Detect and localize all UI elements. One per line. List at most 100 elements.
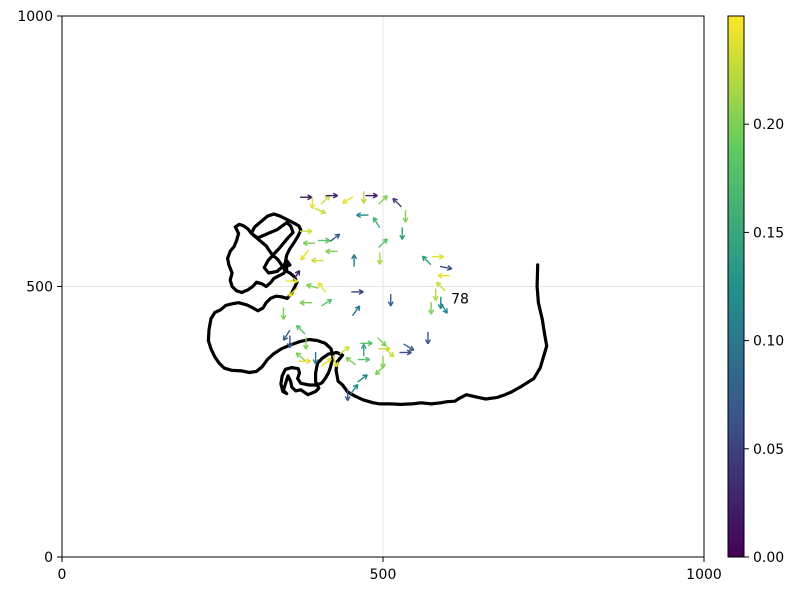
arrow-head [422, 255, 428, 259]
arrow-shaft [378, 195, 388, 205]
arrow-head [305, 358, 312, 362]
quiver-arrow [312, 351, 319, 365]
arrow-shaft [403, 343, 415, 351]
arrow-shaft [314, 207, 326, 214]
quiver-arrow [321, 298, 333, 307]
arrow-shaft [321, 298, 332, 307]
arrow-head [367, 340, 373, 344]
arrow-head [306, 283, 312, 286]
arrow-head [392, 198, 395, 204]
quiver-arrow [344, 388, 351, 402]
quiver-arrow [325, 248, 338, 255]
arrow-head [332, 362, 338, 368]
arrow-head [382, 238, 388, 242]
quiver-arrow [317, 282, 327, 293]
x-tick-label: 500 [370, 567, 397, 583]
quiver-arrow [376, 252, 383, 265]
arrow-head [406, 351, 412, 356]
quiver-arrow [325, 192, 338, 199]
arrow-head [385, 345, 391, 350]
arrow-shaft [306, 284, 319, 289]
arrow-shaft [317, 282, 327, 293]
quiver-arrow [365, 192, 378, 199]
quiver-arrow [378, 238, 388, 248]
arrow-shaft [342, 196, 354, 204]
arrow-head [401, 234, 406, 240]
arrow-head [326, 357, 332, 361]
arrow-head [299, 302, 305, 306]
arrow-head [380, 343, 387, 347]
arrow-shaft [295, 352, 306, 362]
arrow-head [295, 352, 299, 358]
quiver-arrow [306, 283, 319, 289]
arrow-head [300, 257, 306, 261]
arrow-head [392, 197, 398, 201]
quiver-arrow [376, 336, 387, 347]
arrow-head [356, 214, 362, 219]
quiver-arrow [403, 343, 415, 351]
arrow-head [327, 195, 331, 201]
arrow-head [382, 195, 388, 198]
arrow-head [391, 351, 395, 357]
arrow-head [438, 256, 444, 260]
arrow-head [286, 342, 291, 349]
arrow-head [374, 369, 378, 375]
quiver-arrow [280, 307, 287, 320]
arrow-head [376, 259, 381, 265]
arrow-head [410, 345, 415, 351]
arrow-head [351, 254, 355, 260]
quiver-arrow [437, 272, 450, 279]
quiver-arrow [317, 237, 331, 244]
quiver-arrow [392, 197, 402, 208]
arrow-head [332, 192, 338, 197]
arrow-shaft [376, 336, 387, 347]
arrow-head [446, 268, 453, 271]
arrow-head [447, 264, 453, 270]
arrow-head [427, 339, 431, 345]
arrow-head [365, 356, 371, 361]
arrow-head [358, 291, 364, 295]
arrow-head [388, 354, 394, 358]
arrow-shaft [282, 329, 291, 341]
quiver-arrow [435, 281, 446, 292]
quiver-arrow [399, 349, 412, 356]
arrow-head [435, 295, 439, 301]
arrow-layer [280, 191, 453, 402]
quiver-arrow [374, 365, 385, 376]
arrow-head [406, 349, 412, 354]
arrow-head [325, 239, 331, 244]
arrow-head [353, 254, 358, 260]
arrow-head [341, 198, 346, 204]
arrow-head [296, 352, 302, 355]
quiver-arrow [351, 305, 361, 317]
arrow-head [421, 256, 425, 262]
arrow-head [354, 305, 360, 309]
y-tick-label: 500 [26, 280, 53, 296]
quiver-arrow [432, 288, 439, 301]
arrow-head [307, 194, 313, 198]
arrow-head [294, 269, 300, 274]
arrow-head [363, 344, 367, 350]
arrow-head [402, 217, 407, 223]
arrow-head [306, 284, 311, 289]
arrow-head [373, 216, 379, 221]
arrow-head [356, 384, 359, 390]
quiver-arrow [351, 288, 364, 295]
arrow-head [302, 242, 308, 247]
quiver-arrow [431, 253, 444, 260]
quiver-arrow [320, 195, 331, 205]
arrow-head [404, 217, 409, 223]
arrow-shaft [372, 217, 381, 229]
arrow-head [437, 275, 443, 279]
arrow-shaft [392, 197, 402, 208]
arrow-shaft [436, 281, 446, 292]
quiver-arrow [357, 356, 371, 363]
y-tick-label: 0 [44, 550, 53, 566]
arrow-head [435, 282, 439, 288]
arrow-head [312, 359, 317, 365]
arrow-head [399, 234, 403, 240]
colorbar-tick-label: 0.10 [753, 334, 784, 350]
colorbar-tick-label: 0.20 [753, 117, 784, 133]
trajectory-layer [206, 212, 549, 406]
arrow-head [305, 360, 312, 365]
